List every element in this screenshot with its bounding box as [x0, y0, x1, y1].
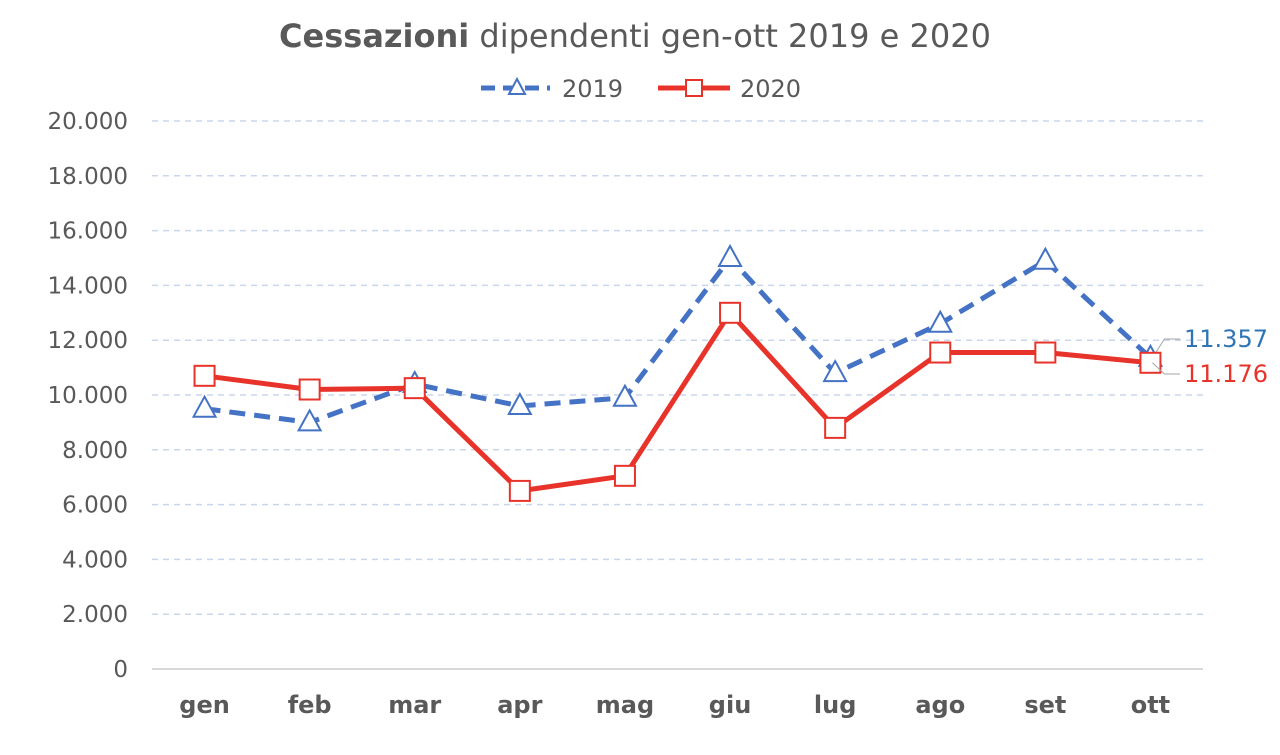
data-point-2020 [929, 341, 952, 364]
series-2020 [193, 301, 1162, 502]
data-point-2020 [719, 301, 742, 324]
y-tick-label: 4.000 [62, 547, 128, 573]
x-tick-label: gen [179, 691, 230, 719]
y-tick-label: 12.000 [48, 328, 128, 354]
series-line-2019 [204, 255, 1153, 425]
data-point-2020 [1034, 341, 1057, 364]
x-tick-label: mar [388, 691, 441, 719]
data-point-2019 [191, 394, 218, 418]
legend-item-2019: 2019 [481, 75, 623, 103]
legend-label-2020: 2020 [740, 75, 801, 103]
legend-marker-2020 [685, 79, 703, 97]
end-label-2020: 11.176 [1184, 360, 1268, 388]
x-tick-label: ago [915, 691, 965, 719]
data-point-2019 [1032, 246, 1059, 270]
y-tick-label: 20.000 [48, 109, 128, 135]
legend-marker-2019 [507, 76, 527, 95]
x-tick-label: set [1024, 691, 1066, 719]
data-point-2019 [927, 309, 953, 333]
data-point-2019 [296, 408, 323, 432]
data-point-2020 [508, 479, 531, 502]
end-label-leader-2020 [1152, 362, 1180, 375]
x-tick-label: apr [497, 691, 542, 719]
data-point-2020 [824, 416, 847, 439]
y-tick-label: 0 [113, 657, 128, 683]
end-label-2019: 11.357 [1184, 325, 1268, 353]
legend-item-2020: 2020 [658, 75, 801, 103]
data-point-2019 [717, 243, 743, 267]
y-tick-label: 6.000 [62, 493, 128, 519]
data-point-2019 [507, 391, 533, 415]
y-tick-label: 16.000 [48, 219, 128, 245]
end-label-leader-2019 [1152, 338, 1180, 359]
x-tick-label: feb [288, 691, 332, 719]
data-point-2020 [1139, 351, 1162, 374]
series-line-2020 [204, 310, 1151, 494]
data-point-2020 [403, 377, 426, 400]
y-tick-label: 18.000 [48, 164, 128, 190]
data-point-2020 [298, 378, 321, 401]
y-tick-label: 14.000 [48, 273, 128, 299]
y-tick-label: 2.000 [62, 602, 128, 628]
x-tick-label: lug [814, 691, 857, 719]
plot-area: 0 2.000 4.000 6.000 8.000 10.000 12.000 14.000 1… [48, 109, 1268, 719]
chart-title-rest: dipendenti gen-ott 2019 e 2020 [469, 17, 991, 55]
data-point-2019 [612, 383, 638, 407]
y-tick-label: 10.000 [48, 383, 128, 409]
series-2019 [191, 243, 1164, 432]
data-point-2019 [822, 359, 848, 383]
chart-title: Cessazioni dipendenti gen-ott 2019 e 202… [279, 17, 991, 55]
y-tick-label: 8.000 [62, 438, 128, 464]
x-tick-label: ott [1131, 691, 1170, 719]
x-tick-label: mag [596, 691, 654, 719]
chart-title-bold: Cessazioni [279, 17, 469, 55]
data-point-2020 [193, 364, 216, 387]
data-point-2020 [613, 464, 636, 487]
x-tick-label: giu [709, 691, 752, 719]
legend-label-2019: 2019 [562, 75, 623, 103]
legend: 2019 2020 [481, 75, 801, 103]
